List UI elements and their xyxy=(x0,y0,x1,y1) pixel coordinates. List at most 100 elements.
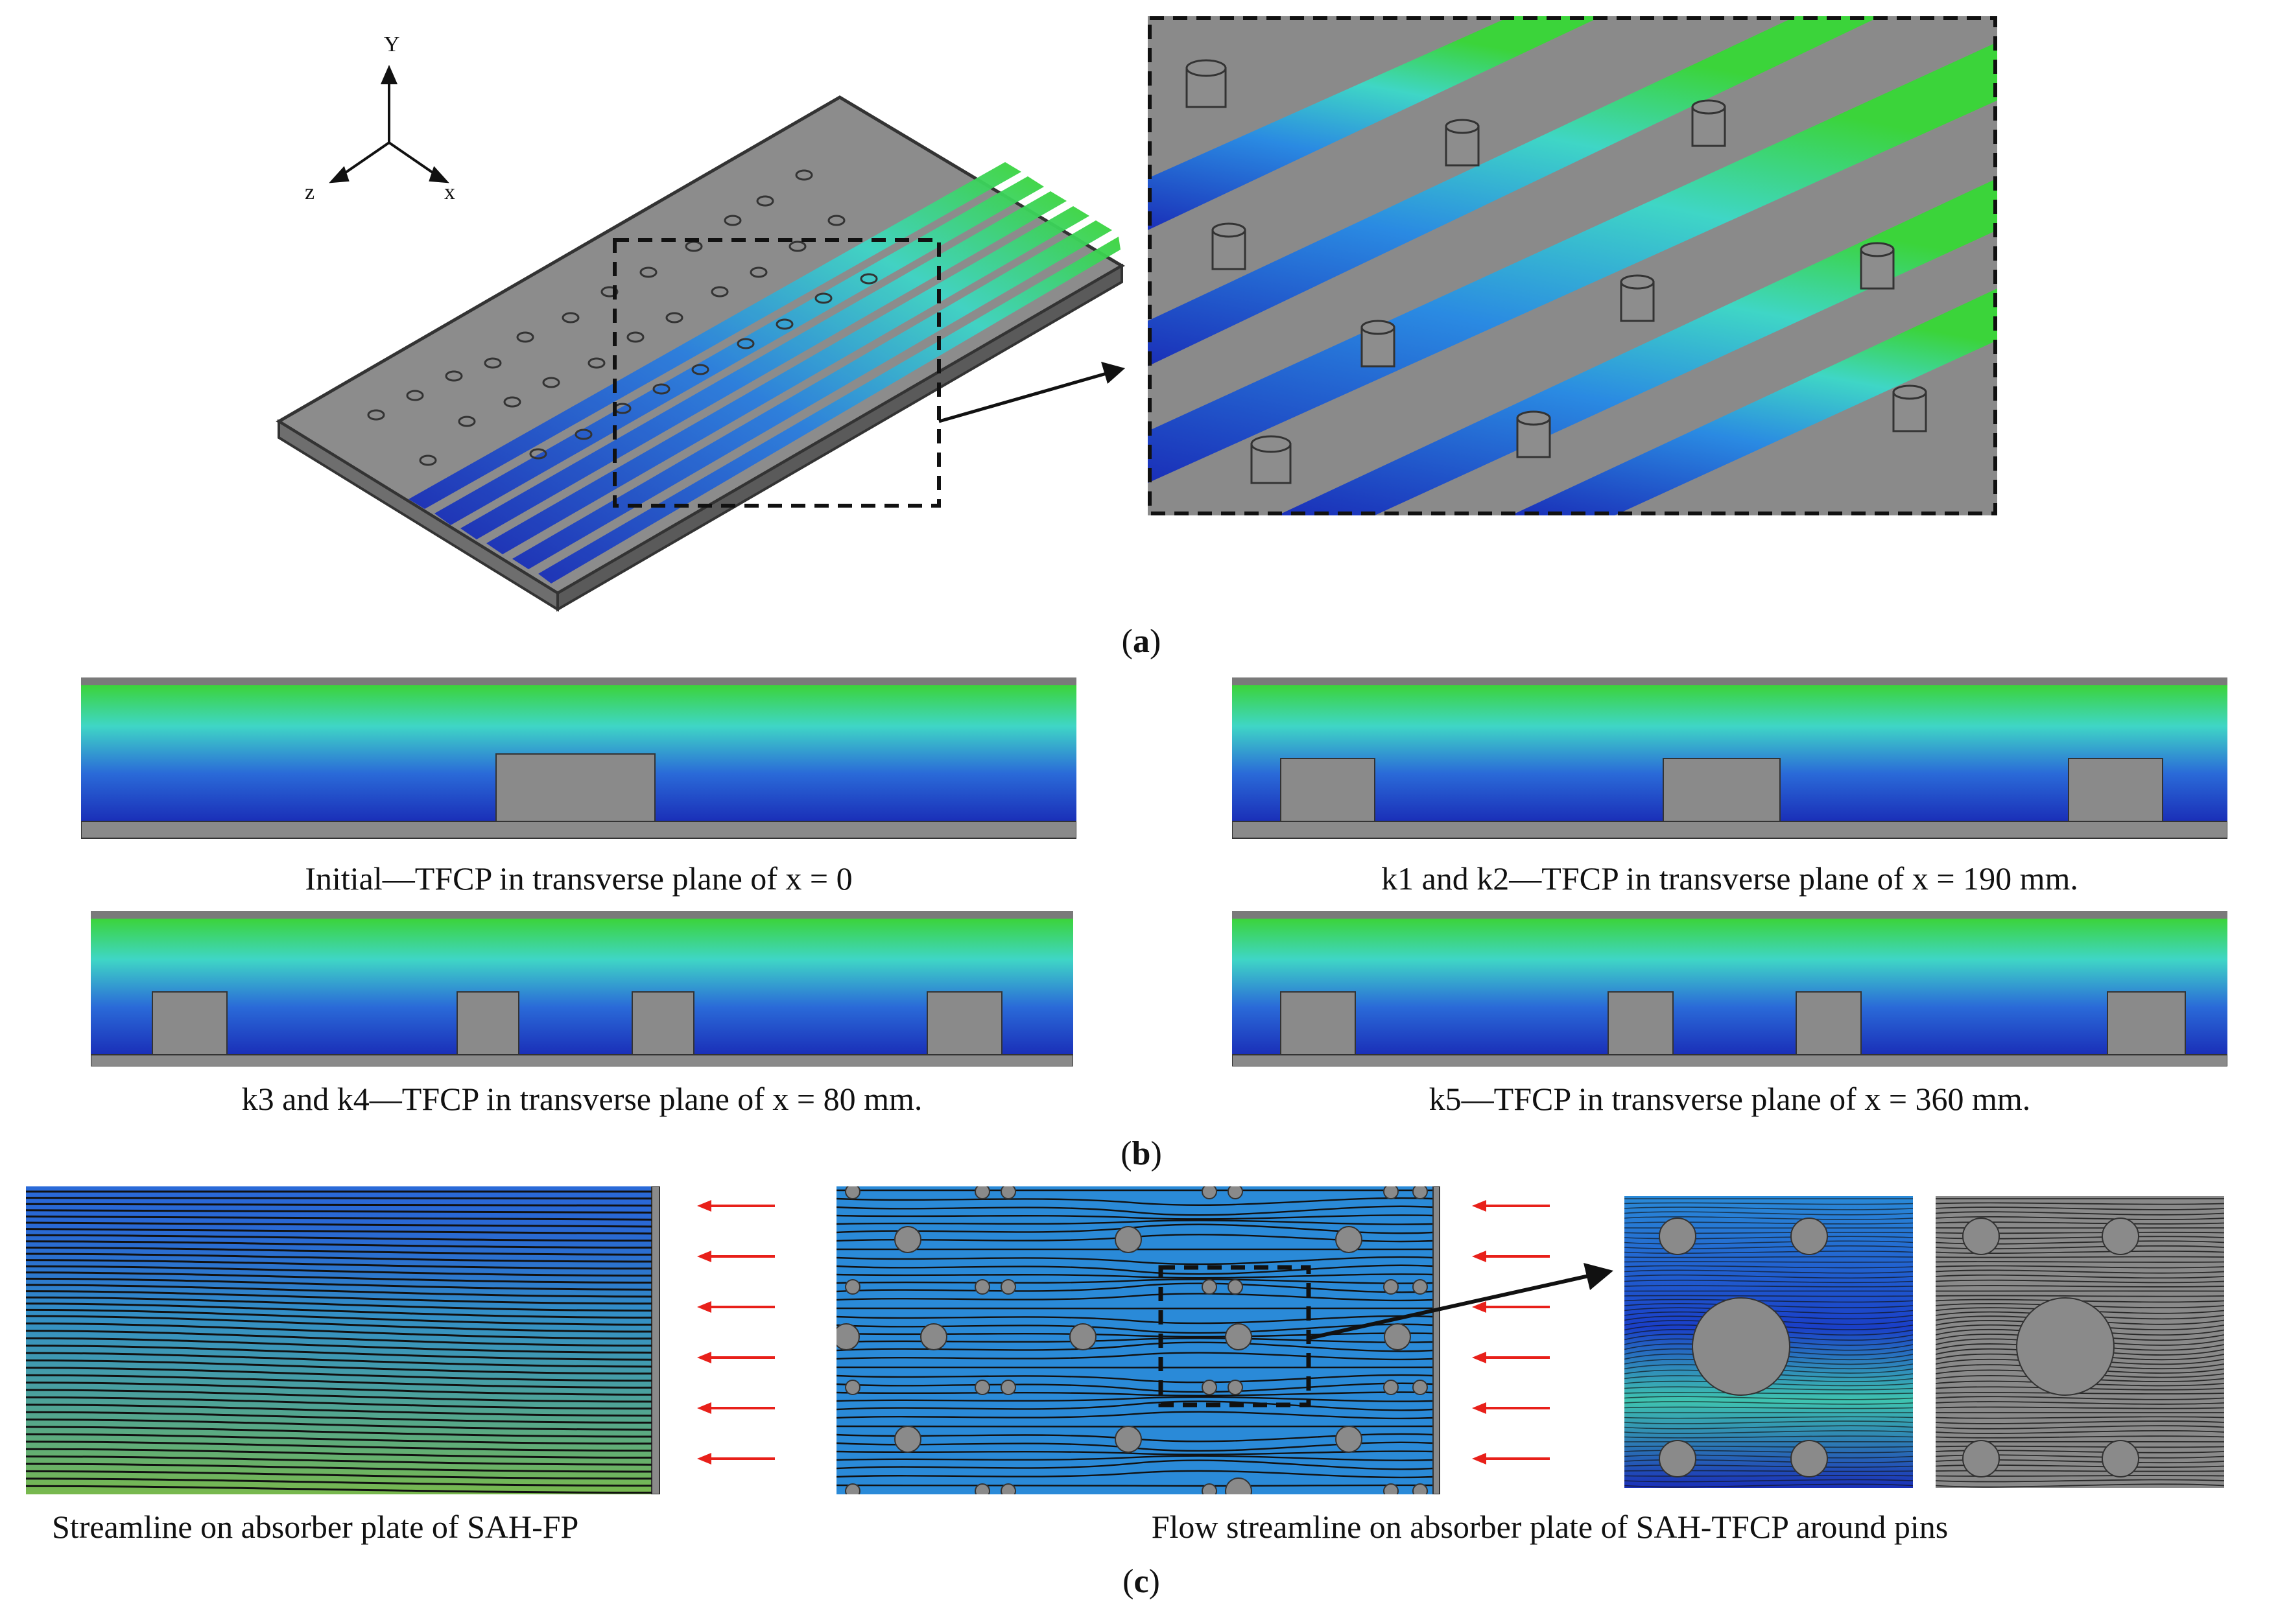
zoom-streamline xyxy=(1624,1470,1913,1472)
fp-streamline xyxy=(26,1240,652,1249)
pin xyxy=(975,1186,990,1199)
tfcp-streamline xyxy=(836,1219,1434,1225)
panel-a-3d-view: Y z x xyxy=(246,13,1135,622)
inflow-arrowhead xyxy=(697,1352,711,1363)
tfcp-streamline xyxy=(836,1450,1434,1455)
pin xyxy=(1412,1380,1428,1395)
tfcp-streamline xyxy=(836,1400,1434,1411)
zoom-streamline xyxy=(1624,1450,1913,1453)
fp-streamline xyxy=(26,1411,652,1424)
fp-streamline xyxy=(26,1404,652,1417)
inflow-arrowhead xyxy=(1472,1453,1486,1465)
pin-large xyxy=(1335,1226,1362,1253)
zoom-streamline xyxy=(1624,1211,1913,1216)
pin-large xyxy=(1115,1426,1142,1453)
tfcp-streamline xyxy=(836,1366,1434,1369)
inset-pins xyxy=(1185,59,1927,484)
zoom-streamline xyxy=(1936,1206,2224,1210)
inset-bands xyxy=(1148,16,1997,515)
fp-streamline xyxy=(26,1433,652,1445)
zoom-streamline xyxy=(1624,1406,1913,1409)
inflow-arrowhead xyxy=(697,1453,711,1465)
tfcp-streamline xyxy=(836,1278,1434,1284)
fp-streamline xyxy=(26,1477,652,1487)
zoom-streamline xyxy=(1624,1483,1913,1488)
zoom-streamline xyxy=(1936,1285,2224,1288)
fp-streamline xyxy=(26,1215,652,1221)
fp-streamline xyxy=(26,1330,652,1347)
zoom-streamline xyxy=(1624,1227,1913,1229)
tfcp-streamline xyxy=(836,1197,1434,1206)
pin xyxy=(1383,1279,1399,1295)
fp-streamline xyxy=(26,1228,652,1235)
fp-streamline xyxy=(26,1367,652,1382)
zoom-streamline xyxy=(1936,1216,2224,1220)
zoom-streamline xyxy=(1624,1206,1913,1210)
pin-large xyxy=(1335,1426,1362,1453)
pin xyxy=(1412,1186,1428,1199)
fp-streamline xyxy=(26,1284,652,1298)
pin xyxy=(1001,1380,1016,1395)
pin-large xyxy=(894,1426,921,1453)
fp-streamline xyxy=(26,1382,652,1396)
pin xyxy=(1383,1380,1399,1395)
fp-streamline xyxy=(26,1485,652,1494)
pin xyxy=(1228,1186,1243,1199)
fp-streamline xyxy=(26,1197,652,1200)
caption-k5: k5—TFCP in transverse plane of x = 360 m… xyxy=(1429,1081,2031,1117)
fp-streamline xyxy=(26,1463,652,1473)
zoom-streamline xyxy=(1624,1435,1913,1439)
fp-streamline xyxy=(26,1259,652,1270)
zoom-streamline xyxy=(1624,1396,1913,1400)
zoom-streamline xyxy=(1936,1279,2224,1284)
zoom-streamline xyxy=(1936,1256,2224,1258)
pin xyxy=(1412,1483,1428,1494)
pin xyxy=(1228,1279,1243,1295)
zoom-streamline xyxy=(1624,1401,1913,1405)
axis-label-y: Y xyxy=(384,32,400,56)
zoom-streamline xyxy=(1624,1392,1913,1395)
fp-streamline xyxy=(26,1455,652,1466)
zoom-streamline xyxy=(1936,1401,2224,1405)
zoom-streamline xyxy=(1624,1425,1913,1430)
fp-streamline xyxy=(26,1322,652,1340)
pin-large xyxy=(1384,1323,1411,1350)
inflow-arrowhead xyxy=(697,1301,711,1313)
caption-initial: Initial—TFCP in transverse plane of x = … xyxy=(305,860,853,897)
fp-streamline xyxy=(26,1308,652,1326)
transverse-plane-initial xyxy=(81,677,1076,840)
fp-streamline xyxy=(26,1345,652,1361)
pin xyxy=(975,1279,990,1295)
zoom-streamline xyxy=(1936,1211,2224,1216)
transverse-plane-k1-k2 xyxy=(1232,677,2227,840)
zoom-streamline xyxy=(1624,1256,1913,1258)
fp-streamline xyxy=(26,1396,652,1410)
zoom-streamline xyxy=(1624,1430,1913,1434)
fp-streamline xyxy=(26,1315,652,1333)
zoom-streamline xyxy=(1936,1295,2224,1297)
tfcp-streamline xyxy=(836,1459,1434,1470)
fp-streamline xyxy=(26,1265,652,1277)
pin xyxy=(1412,1279,1428,1295)
axis-label-x: x xyxy=(444,180,455,204)
pin xyxy=(1001,1186,1016,1199)
inflow-arrowhead xyxy=(1472,1402,1486,1414)
zoom-streamline xyxy=(1624,1274,1913,1279)
zoom-streamline xyxy=(1624,1245,1913,1250)
zoom-streamline xyxy=(1624,1221,1913,1225)
tfcp-streamline xyxy=(836,1256,1434,1265)
inflow-arrowhead xyxy=(1472,1301,1486,1313)
caption-sah-fp: Streamline on absorber plate of SAH-FP xyxy=(52,1509,579,1545)
zoom-streamline xyxy=(1624,1285,1913,1288)
tfcp-streamline xyxy=(836,1273,1434,1279)
zoom-streamline xyxy=(1624,1202,1913,1205)
tfcp-streamline xyxy=(836,1396,1434,1402)
zoom-streamline xyxy=(1936,1479,2224,1483)
zoom-streamline xyxy=(1624,1420,1913,1424)
tfcp-streamline xyxy=(836,1391,1434,1396)
tfcp-streamline xyxy=(836,1352,1434,1361)
pin-large xyxy=(920,1323,947,1350)
zoom-streamline xyxy=(1936,1483,2224,1488)
tfcp-streamline xyxy=(836,1382,1434,1393)
fp-streamline xyxy=(26,1374,652,1389)
